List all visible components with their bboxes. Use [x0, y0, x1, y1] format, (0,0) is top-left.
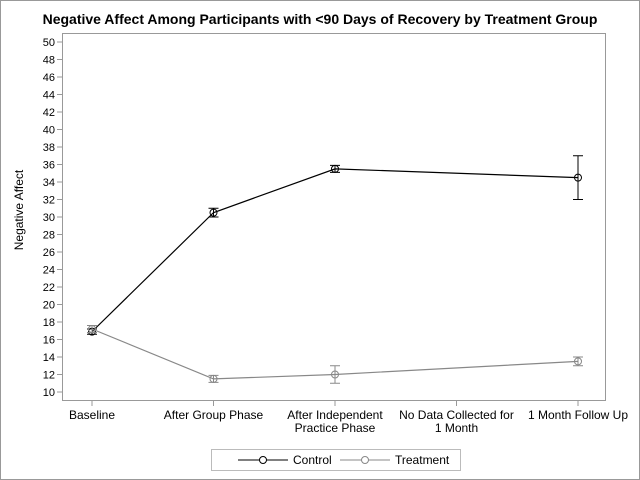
y-tick-label: 40 [43, 125, 55, 137]
data-point [209, 208, 218, 217]
y-axis-label: Negative Affect [12, 169, 26, 250]
x-tick-label: Baseline [69, 408, 115, 422]
series-control [87, 155, 583, 336]
chart-title: Negative Affect Among Participants with … [43, 11, 598, 27]
x-axis: Baseline After Group Phase After Independe… [69, 400, 628, 435]
y-tick-label: 34 [43, 177, 55, 189]
y-tick-label: 24 [43, 265, 55, 277]
y-tick-label: 42 [43, 107, 55, 119]
series-line [91, 168, 579, 333]
y-tick-label: 38 [43, 142, 55, 154]
series-line [91, 328, 579, 380]
y-tick-label: 14 [43, 352, 55, 364]
y-axis: 10 12 14 16 18 20 22 24 26 28 30 32 34 36 38 40 42 44 46 48… [43, 37, 63, 399]
y-tick-label: 18 [43, 317, 55, 329]
y-tick-label: 22 [43, 282, 55, 294]
series-group [87, 155, 583, 384]
legend-marker [361, 456, 369, 464]
y-tick-label: 10 [43, 387, 55, 399]
x-tick-label: No Data Collected for [399, 408, 514, 422]
y-tick-label: 12 [43, 370, 55, 382]
y-tick-label: 26 [43, 247, 55, 259]
y-tick-label: 32 [43, 195, 55, 207]
y-tick-label: 30 [43, 212, 55, 224]
y-tick-label: 50 [43, 37, 55, 49]
data-point [331, 164, 339, 173]
x-tick-label: After Independent [287, 408, 383, 422]
y-tick-label: 46 [43, 72, 55, 84]
y-tick-label: 36 [43, 160, 55, 172]
data-point [88, 325, 96, 333]
y-tick-label: 48 [43, 55, 55, 67]
legend-label: Treatment [395, 453, 450, 467]
x-tick-label: After Group Phase [164, 408, 264, 422]
legend-label: Control [293, 453, 332, 467]
y-tick-label: 20 [43, 300, 55, 312]
legend: Control Treatment [211, 449, 461, 471]
y-tick-label: 16 [43, 335, 55, 347]
data-point [574, 357, 582, 366]
y-tick-label: 44 [43, 90, 55, 102]
legend-marker [259, 456, 267, 464]
series-treatment [87, 325, 583, 384]
data-point [331, 370, 339, 379]
x-tick-label: Practice Phase [295, 421, 376, 435]
data-point [574, 173, 582, 182]
x-tick-label: 1 Month Follow Up [528, 408, 628, 422]
x-tick-label: 1 Month [435, 421, 478, 435]
data-point [209, 374, 218, 383]
y-tick-label: 28 [43, 230, 55, 242]
legend-box [211, 449, 461, 471]
